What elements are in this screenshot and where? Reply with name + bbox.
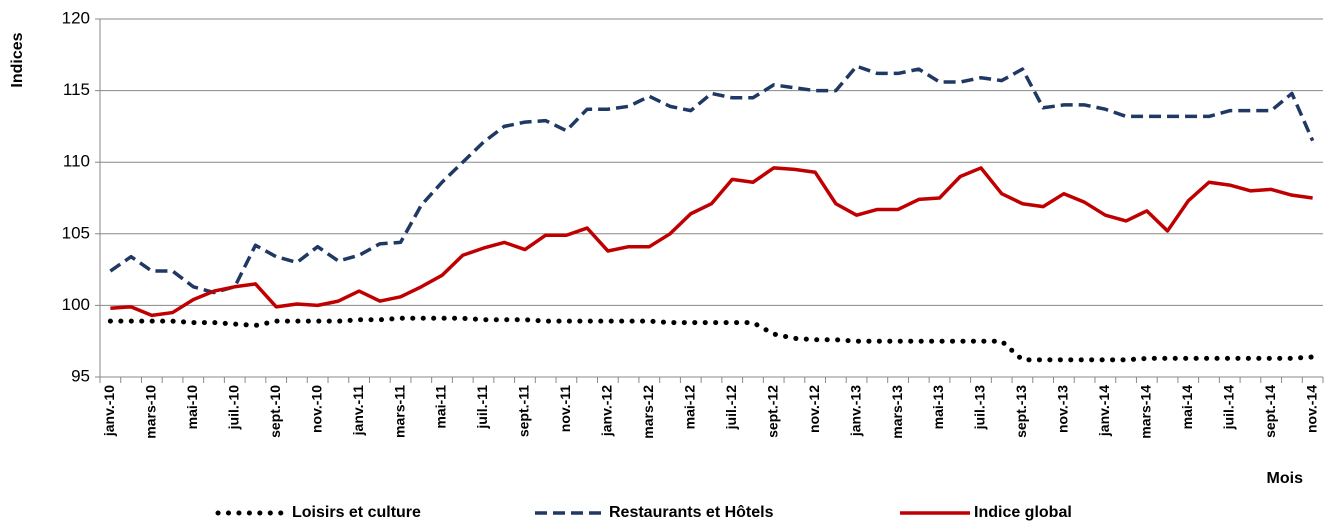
- x-tick-label: nov.-13: [1055, 385, 1071, 433]
- x-tick-label: sept.-13: [1013, 385, 1029, 438]
- x-tick-label: nov.-12: [806, 385, 822, 433]
- x-tick-label: mars-13: [889, 385, 905, 439]
- y-axis-label: Indices: [9, 32, 26, 87]
- x-tick-label: janv.-11: [350, 385, 366, 437]
- x-tick-label: nov.-10: [308, 385, 324, 433]
- x-tick-label: mai-11: [433, 385, 449, 429]
- legend-label: Loisirs et culture: [292, 504, 421, 521]
- x-tick-label: mai-10: [184, 385, 200, 430]
- x-tick-label: mars-12: [640, 385, 656, 439]
- x-tick-label: nov.-14: [1303, 385, 1319, 433]
- x-tick-label: sept.-12: [764, 385, 780, 438]
- x-tick-label: juil.-12: [723, 385, 739, 431]
- series-line: [109, 64, 1315, 295]
- legend-label: Indice global: [974, 504, 1072, 521]
- y-tick-label: 110: [63, 152, 90, 171]
- x-tick-label: sept.-11: [516, 385, 532, 437]
- x-tick-label: mars-14: [1138, 385, 1154, 439]
- x-tick-label: mai-13: [930, 385, 946, 430]
- x-tick-label: sept.-10: [267, 385, 283, 438]
- x-tick-label: mai-12: [681, 385, 697, 430]
- y-tick-label: 100: [62, 295, 90, 314]
- x-tick-label: mars-11: [391, 385, 407, 438]
- x-tick-label: janv.-14: [1096, 385, 1112, 437]
- legend-label: Restaurants et Hôtels: [609, 504, 774, 521]
- y-tick-label: 105: [62, 223, 90, 242]
- x-tick-label: juil.-14: [1220, 385, 1236, 431]
- x-tick-label: juil.-13: [972, 385, 988, 431]
- x-tick-label: janv.-13: [847, 385, 863, 437]
- x-tick-label: mars-10: [143, 385, 159, 439]
- y-tick-label: 120: [62, 8, 90, 27]
- x-tick-label: mai-14: [1179, 385, 1195, 430]
- x-tick-label: juil.-11: [474, 385, 490, 430]
- series-line: [110, 166, 1313, 318]
- x-tick-label: janv.-12: [599, 385, 615, 437]
- x-tick-label: nov.-11: [557, 385, 573, 432]
- y-tick-label: 115: [63, 80, 90, 99]
- x-tick-label: sept.-14: [1262, 385, 1278, 438]
- x-tick-label: janv.-10: [101, 385, 117, 437]
- series-line: [107, 315, 1316, 363]
- x-tick-label: juil.-10: [225, 385, 241, 431]
- y-tick-label: 95: [71, 366, 90, 385]
- x-axis-label: Mois: [1267, 470, 1304, 487]
